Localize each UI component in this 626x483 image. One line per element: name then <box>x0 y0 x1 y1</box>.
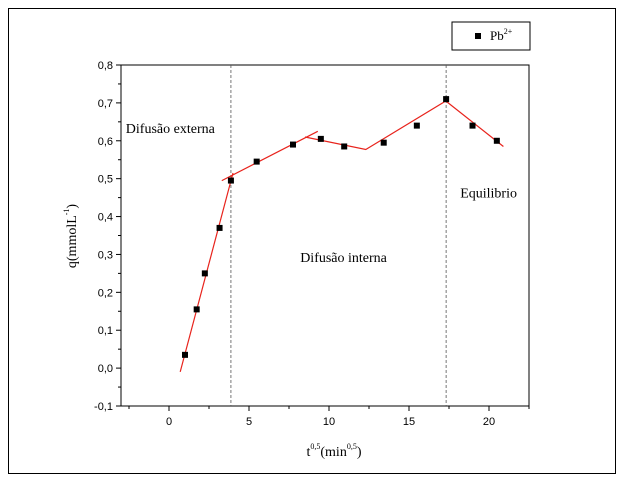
y-tick-label: 0,7 <box>98 98 113 110</box>
legend-marker-square <box>475 33 481 39</box>
annotation-label: Difusão externa <box>126 122 216 137</box>
x-tick-label: 10 <box>323 416 335 428</box>
y-tick-label: 0,6 <box>98 136 113 148</box>
x-axis-title: t0,5(min0,5) <box>306 442 361 460</box>
annotation-label: Difusão interna <box>300 251 387 266</box>
data-point <box>413 122 420 129</box>
data-point <box>182 351 188 358</box>
x-axis-title-mid: (min <box>320 445 346 460</box>
y-tick-label: 0,4 <box>98 212 113 224</box>
y-tick-label: 0,5 <box>98 174 113 186</box>
y-tick-label: 0,0 <box>98 363 113 375</box>
data-point <box>469 122 476 129</box>
x-tick-label: 20 <box>483 416 495 428</box>
y-axis-title-end: ) <box>65 204 80 209</box>
figure-frame <box>8 8 616 474</box>
data-point <box>317 135 324 142</box>
data-point <box>253 158 260 165</box>
fit-line <box>221 130 319 182</box>
x-axis-title-end: ) <box>357 445 362 460</box>
y-axis-title: q(mmolL-1) <box>62 204 80 269</box>
x-axis-title-exp2: 0,5 <box>347 442 357 451</box>
data-point <box>443 96 450 103</box>
y-tick-label: 0,1 <box>98 325 113 337</box>
x-axis-title-base: t <box>306 445 310 460</box>
data-point <box>227 177 234 184</box>
y-tick-label: 0,8 <box>98 60 113 72</box>
data-point <box>493 137 500 144</box>
data-point <box>290 141 296 148</box>
y-axis-title-exp: -1 <box>62 209 71 216</box>
y-tick-label: 0,3 <box>98 249 113 261</box>
y-tick-label: 0,2 <box>98 287 113 299</box>
y-tick-label: -0,1 <box>94 401 113 413</box>
x-tick-label: 15 <box>403 416 415 428</box>
plot-area: 0 5 10 15 20 -0,1 0,0 0,1 0,2 0,3 0,4 0,5 0,6 0,7 0,8 D… <box>94 60 530 428</box>
legend: Pb2+ <box>451 21 531 51</box>
x-tick-label: 5 <box>246 416 252 428</box>
annotation-label: Equilibrio <box>460 187 517 202</box>
x-axis-title-exp1: 0,5 <box>310 442 320 451</box>
legend-box <box>451 21 531 51</box>
legend-label: Pb2+ <box>490 27 513 43</box>
x-tick-label: 0 <box>166 416 172 428</box>
data-point <box>193 306 200 313</box>
y-axis-title-base: q(mmolL <box>65 215 80 268</box>
data-point <box>341 143 348 150</box>
legend-series-name: Pb <box>490 28 504 43</box>
data-point <box>201 270 208 277</box>
legend-series-superscript: 2+ <box>504 27 513 36</box>
data-point <box>380 139 387 146</box>
data-point <box>216 224 223 231</box>
